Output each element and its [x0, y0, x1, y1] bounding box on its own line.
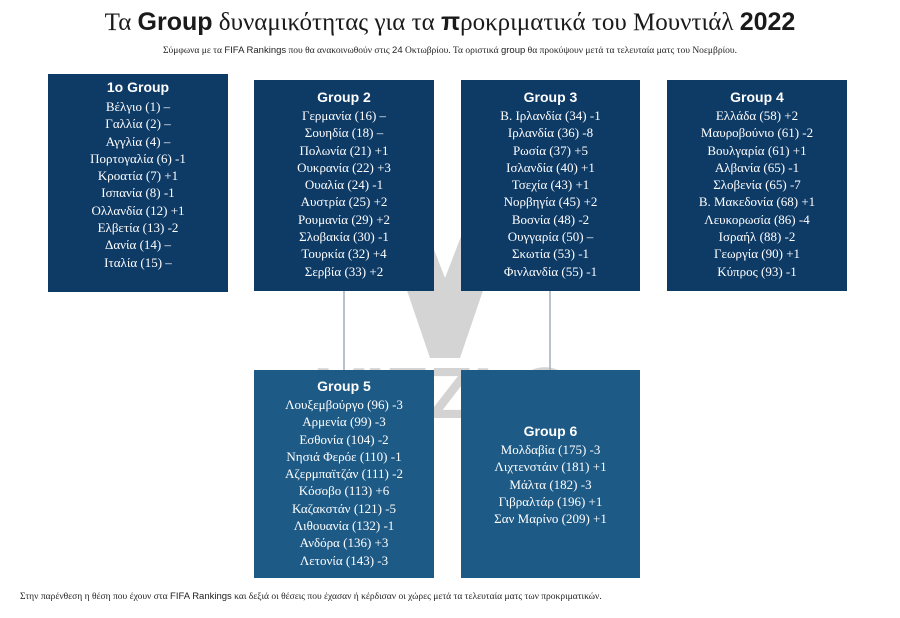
team-item: Ουκρανία (22) +3: [297, 159, 391, 175]
team-item: Τσεχία (43) +1: [511, 177, 590, 193]
team-item: Γεωργία (90) +1: [713, 246, 801, 262]
team-item: Ουαλία (24) -1: [304, 177, 384, 193]
team-item: Ελλάδα (58) +2: [715, 108, 799, 123]
team-item: Ιρλανδία (36) -8: [507, 125, 594, 141]
team-item: Γαλλία (2) –: [105, 116, 171, 132]
team-item: Ρουμανία (29) +2: [297, 211, 391, 227]
group-2-box: Group 2 Γερμανία (16) – Σουηδία (18) – Π…: [254, 80, 434, 291]
team-item: Γιβραλτάρ (196) +1: [498, 493, 603, 509]
team-item: Ιταλία (15) –: [104, 254, 172, 270]
team-item: Αγγλία (4) –: [105, 133, 171, 149]
team-item: Ολλανδία (12) +1: [91, 202, 185, 218]
team-item: Σκωτία (53) -1: [511, 246, 590, 262]
team-item: Β. Ιρλανδία (34) -1: [500, 108, 601, 123]
connector-group2-group5: [343, 291, 345, 371]
team-item: Λουξεμβούργο (96) -3: [285, 397, 403, 412]
team-item: Ισραήλ (88) -2: [718, 229, 796, 245]
team-item: Σλοβενία (65) -7: [713, 177, 801, 193]
team-item: Ανδόρα (136) +3: [299, 535, 389, 551]
team-item: Νησιά Φερόε (110) -1: [286, 448, 402, 464]
team-item: Σερβία (33) +2: [304, 263, 384, 279]
team-item: Κύπρος (93) -1: [717, 263, 797, 279]
team-item: Πολωνία (21) +1: [299, 142, 389, 158]
team-item: Ισλανδία (40) +1: [506, 159, 595, 175]
team-item: Αζερμπαϊτζάν (111) -2: [285, 466, 403, 482]
page-title: Τα Group δυναμικότητας για τα προκριματι…: [104, 8, 796, 36]
team-item: Ουγγαρία (50) –: [507, 229, 594, 245]
group-5-title: Group 5: [317, 378, 371, 394]
team-item: Εσθονία (104) -2: [299, 431, 389, 447]
group-5-box: Group 5 Λουξεμβούργο (96) -3 Αρμενία (99…: [254, 370, 434, 578]
page-subtitle: Σύμφωνα με τα FIFA Rankings που θα ανακο…: [163, 45, 737, 56]
team-item: Γερμανία (16) –: [301, 108, 387, 123]
team-item: Ισπανία (8) -1: [101, 185, 175, 201]
team-item: Β. Μακεδονία (68) +1: [698, 194, 816, 210]
group-2-title: Group 2: [317, 89, 371, 105]
team-item: Μάλτα (182) -3: [509, 476, 592, 492]
team-item: Αυστρία (25) +2: [300, 194, 388, 210]
team-item: Πορτογαλία (6) -1: [90, 150, 186, 166]
team-item: Μαυροβούνιο (61) -2: [700, 125, 814, 141]
team-item: Αρμενία (99) -3: [302, 414, 386, 430]
team-item: Κόσοβο (113) +6: [298, 483, 390, 499]
team-item: Βουλγαρία (61) +1: [707, 142, 807, 158]
team-item: Σλοβακία (30) -1: [299, 229, 389, 245]
team-item: Βοσνία (48) -2: [511, 211, 590, 227]
team-item: Ελβετία (13) -2: [97, 220, 179, 236]
team-item: Λιθουανία (132) -1: [293, 518, 395, 534]
team-item: Μολδαβία (175) -3: [500, 442, 601, 457]
group-6-box: Group 6 Μολδαβία (175) -3 Λιχτενστάιν (1…: [461, 370, 640, 578]
group-3-box: Group 3 Β. Ιρλανδία (34) -1 Ιρλανδία (36…: [461, 80, 640, 291]
group-4-title: Group 4: [730, 89, 784, 105]
team-item: Φινλανδία (55) -1: [503, 263, 598, 279]
group-4-box: Group 4 Ελλάδα (58) +2 Μαυροβούνιο (61) …: [667, 80, 847, 291]
team-item: Νορβηγία (45) +2: [503, 194, 598, 210]
team-item: Κροατία (7) +1: [97, 168, 179, 184]
team-item: Ρωσία (37) +5: [512, 142, 589, 158]
connector-group3-group6: [549, 291, 551, 371]
group-1-box: 1o Group Βέλγιο (1) – Γαλλία (2) – Αγγλί…: [48, 74, 228, 292]
team-item: Τουρκία (32) +4: [301, 246, 387, 262]
team-item: Σουηδία (18) –: [304, 125, 384, 141]
team-item: Δανία (14) –: [104, 237, 171, 253]
team-item: Σαν Μαρίνο (209) +1: [494, 511, 607, 527]
group-3-title: Group 3: [523, 89, 578, 105]
group-1-title: 1o Group: [106, 79, 170, 95]
team-item: Αλβανία (65) -1: [714, 159, 800, 175]
group-6-title: Group 6: [523, 423, 578, 439]
team-item: Καζακστάν (121) -5: [291, 500, 397, 516]
team-item: Βέλγιο (1) –: [105, 99, 171, 114]
team-item: Λιχτενστάιν (181) +1: [494, 459, 607, 475]
footer-note: Στην παρένθεση η θέση που έχουν στα FIFA…: [20, 591, 602, 602]
team-item: Λετονία (143) -3: [299, 552, 389, 568]
team-item: Λευκορωσία (86) -4: [704, 211, 810, 227]
